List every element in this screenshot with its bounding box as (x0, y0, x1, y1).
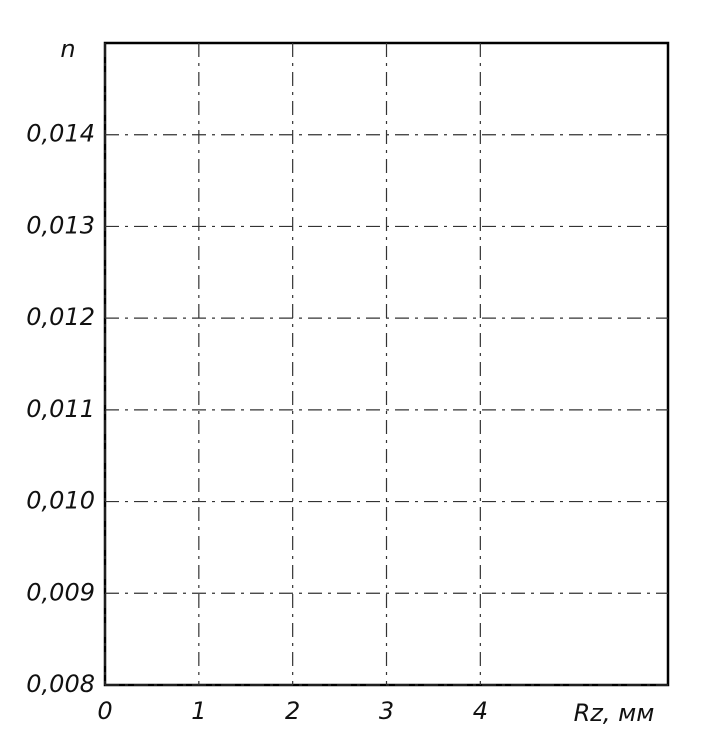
x-tick-label: 3 (379, 697, 394, 725)
x-axis-label: Rz, мм (574, 699, 655, 727)
y-tick-label: 0,011 (26, 395, 95, 423)
y-tick-label: 0,009 (26, 578, 95, 606)
x-tick-label: 1 (191, 697, 206, 725)
y-tick-label: 0,010 (26, 487, 95, 515)
y-tick-label: 0,013 (26, 211, 95, 239)
y-tick-label: 0,012 (26, 303, 95, 331)
y-tick-label: 0,008 (26, 670, 95, 698)
x-tick-label: 2 (285, 697, 300, 725)
x-tick-label: 4 (473, 697, 488, 725)
y-axis-label: n (60, 35, 75, 63)
x-tick-label: 0 (97, 697, 112, 725)
y-tick-label: 0,014 (26, 120, 95, 148)
